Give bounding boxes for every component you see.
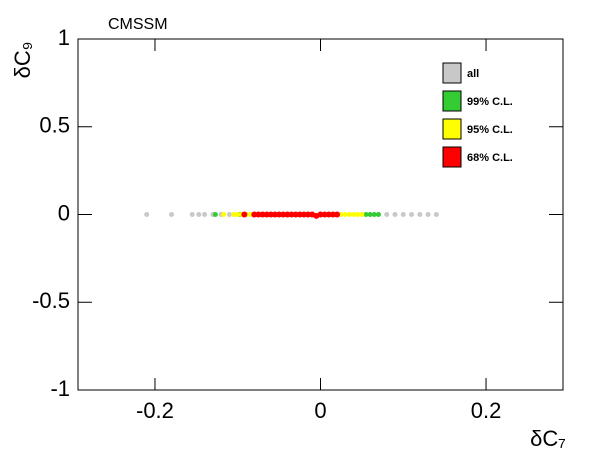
legend-swatch [442, 90, 462, 112]
point [296, 211, 303, 218]
point [433, 212, 439, 217]
point [409, 212, 415, 217]
x-tick-label: 0.2 [471, 398, 502, 423]
point [305, 211, 312, 218]
point [325, 211, 332, 218]
point [292, 211, 299, 218]
y-tick-label: 0 [58, 200, 70, 225]
point [280, 211, 287, 218]
point [355, 212, 361, 217]
point [196, 212, 202, 217]
legend-label: all [467, 68, 479, 80]
point [226, 212, 232, 217]
legend-label: 95% C.L. [467, 124, 513, 136]
point [212, 212, 218, 217]
point [400, 212, 406, 217]
x-axis-label: δC₇ [530, 426, 566, 451]
point [338, 212, 344, 217]
legend-swatch [442, 118, 462, 140]
legend-label: 68% C.L. [467, 152, 513, 164]
point [235, 212, 241, 217]
legend-swatch [442, 62, 462, 84]
point [359, 212, 365, 217]
point [375, 212, 381, 217]
point [346, 212, 352, 217]
y-tick-label: 1 [58, 25, 70, 50]
point [221, 212, 227, 217]
point [425, 212, 431, 217]
point [321, 211, 328, 218]
y-tick-label: -0.5 [32, 288, 70, 313]
point [342, 212, 348, 217]
point [334, 211, 341, 218]
point [384, 212, 390, 217]
x-tick-label: -0.2 [136, 398, 174, 423]
point [263, 211, 270, 218]
point [247, 212, 253, 217]
point [231, 212, 237, 217]
y-tick-label: 0.5 [39, 113, 70, 138]
point [271, 211, 278, 218]
point [169, 212, 175, 217]
point [392, 212, 398, 217]
point [351, 212, 357, 217]
point [371, 212, 377, 217]
point [317, 211, 324, 218]
legend-label: 99% C.L. [467, 96, 513, 108]
point [202, 212, 208, 217]
chart-title: CMSSM [108, 16, 168, 33]
point [300, 211, 307, 218]
point [251, 211, 258, 218]
point [259, 211, 266, 218]
point [267, 211, 274, 218]
x-tick-label: 0 [314, 398, 326, 423]
legend-swatch [442, 146, 462, 168]
point [241, 211, 248, 218]
point [276, 211, 283, 218]
point [417, 212, 423, 217]
point [329, 211, 336, 218]
point [144, 212, 150, 217]
point [284, 211, 291, 218]
point [189, 212, 195, 217]
point [363, 212, 369, 217]
point [288, 211, 295, 218]
y-tick-label: -1 [50, 376, 70, 401]
point [255, 211, 262, 218]
point [367, 212, 373, 217]
y-axis-label: δC₉ [10, 42, 35, 79]
